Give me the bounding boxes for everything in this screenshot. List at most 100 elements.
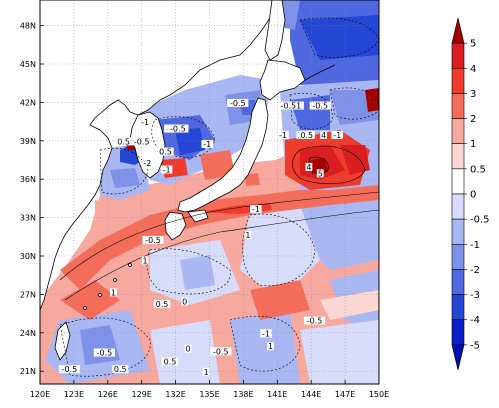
contour-label-bg <box>320 130 328 139</box>
colorbar-label: 5 <box>470 39 476 50</box>
contour-label-bg <box>157 147 174 156</box>
colorbar-label: -3 <box>470 290 480 301</box>
contour-label-bg <box>167 124 189 133</box>
lat-tick-label: 33N <box>20 214 36 223</box>
lat-tick-label: 24N <box>20 329 36 338</box>
contour-label: 0.5 <box>300 131 313 140</box>
contour-label-bg <box>202 367 210 376</box>
contour-label: 0.5 <box>117 137 130 146</box>
colorbar-label: 1 <box>470 139 476 150</box>
colorbar-box <box>451 118 465 145</box>
colorbar-box <box>451 67 465 94</box>
colorbar-box <box>451 42 465 69</box>
latitude-ticks: 48N 45N 42N 39N 36N 33N 30N 27N 24N 21N <box>20 22 44 376</box>
lat-tick-label: 42N <box>20 98 36 107</box>
contour-label: 4 <box>306 163 311 172</box>
contour-label: -1 <box>279 131 287 140</box>
contour-label-bg <box>142 235 164 244</box>
contour-label: -1 <box>203 140 211 149</box>
graticule <box>40 0 379 384</box>
contour-label: 0.5 <box>114 365 127 374</box>
lat-tick-label: 30N <box>20 252 36 261</box>
lon-tick-label: 123E <box>64 390 84 399</box>
contour-label-bg <box>210 347 232 356</box>
contour-label: -1 <box>252 205 260 214</box>
colorbar-box <box>451 243 465 270</box>
contour-label: 1 <box>143 256 148 265</box>
contour-label: -0.51 <box>281 102 302 111</box>
colorbar-label: 4 <box>470 64 476 75</box>
contour-label-bg <box>160 165 173 174</box>
colorbar-label: -4 <box>470 315 480 326</box>
contour-label-bg <box>93 348 116 357</box>
contour-label: 1 <box>204 368 209 377</box>
contour-label: -0.5 <box>170 125 186 134</box>
colorbar-box <box>451 168 465 195</box>
contour-label-bg <box>316 169 324 178</box>
contour-label-bg <box>141 256 149 265</box>
longitude-ticks: 120E 123E 126E 129E 132E 135E 138E 141E 144E 147E… <box>30 380 389 399</box>
colorbar-box <box>451 269 465 295</box>
contour-label-bg <box>181 297 189 306</box>
contour-label-bg <box>201 139 214 148</box>
colorbar-box <box>451 143 465 170</box>
colorbar-label: -1 <box>470 240 480 251</box>
colorbar-label: 3 <box>470 89 476 100</box>
colorbar-box <box>451 294 465 321</box>
contour-label-bg <box>331 130 343 139</box>
contour-label: 0.5 <box>156 300 169 309</box>
contour-label: -1 <box>262 329 270 338</box>
lat-tick-label: 48N <box>20 22 36 31</box>
colorbar-label: 2 <box>470 114 476 125</box>
lon-tick-label: 147E <box>335 390 355 399</box>
contour-label: 1 <box>268 342 273 351</box>
colorbar-bottom-arrow <box>451 344 465 371</box>
contour-label-bg <box>141 159 154 168</box>
lat-tick-label: 45N <box>20 60 36 69</box>
land <box>40 0 336 361</box>
contour-label: 0 <box>185 345 190 354</box>
contour-label: 0 <box>182 297 187 306</box>
contour-label: -0.5 <box>62 365 78 374</box>
contour-label-bg <box>267 342 274 351</box>
colorbar-label: -2 <box>470 265 480 276</box>
lon-tick-label: 135E <box>199 390 219 399</box>
contour-label-bg <box>161 357 179 366</box>
lon-tick-label: 141E <box>267 390 287 399</box>
contour-label-bg <box>112 365 129 374</box>
lon-tick-label: 120E <box>30 390 50 399</box>
colorbar-box <box>451 193 465 220</box>
contour-label: -1 <box>163 166 171 175</box>
lat-tick-label: 39N <box>20 137 36 146</box>
contour-label-bg <box>139 118 151 127</box>
contour-label-bg <box>153 299 171 308</box>
contour-label: -2 <box>143 159 151 168</box>
contour-label: 4 <box>321 131 326 140</box>
colorbar-label: 0 <box>470 190 476 201</box>
contour-label-bg <box>309 101 331 110</box>
colorbar-label: -5 <box>470 340 480 351</box>
lon-tick-label: 126E <box>98 390 118 399</box>
contour-label-bg <box>58 365 80 374</box>
contour-label: 1 <box>111 288 116 297</box>
contour-label: 1 <box>245 231 250 240</box>
contour-label: -1 <box>333 131 341 140</box>
contour-lines <box>59 17 379 377</box>
contour-label: -0.5 <box>307 317 323 326</box>
contour-labels: -0.5-0.51-0.5-2-0.5-10.5-0.5-1-120.54-1-… <box>58 98 343 377</box>
contour-label-bg <box>260 329 272 338</box>
contour-label-bg <box>303 316 326 325</box>
contour-label-bg <box>277 130 289 139</box>
lat-tick-label: 36N <box>20 175 36 184</box>
contour-label-bg <box>227 98 249 107</box>
contour-label-bg <box>298 130 315 139</box>
contour-label-bg <box>244 230 252 239</box>
contour-label: -0.5 <box>213 347 229 356</box>
contour-label-bg <box>305 162 313 171</box>
contour-label: 5 <box>318 169 323 178</box>
contour-label: -0.5 <box>312 102 328 111</box>
lat-tick-label: 21N <box>20 367 36 376</box>
contour-label-bg <box>184 344 192 353</box>
colorbar: 5 4 3 2 1 0.5 0 -0.5 -1 -2 -3 -4 -5 <box>451 17 490 371</box>
